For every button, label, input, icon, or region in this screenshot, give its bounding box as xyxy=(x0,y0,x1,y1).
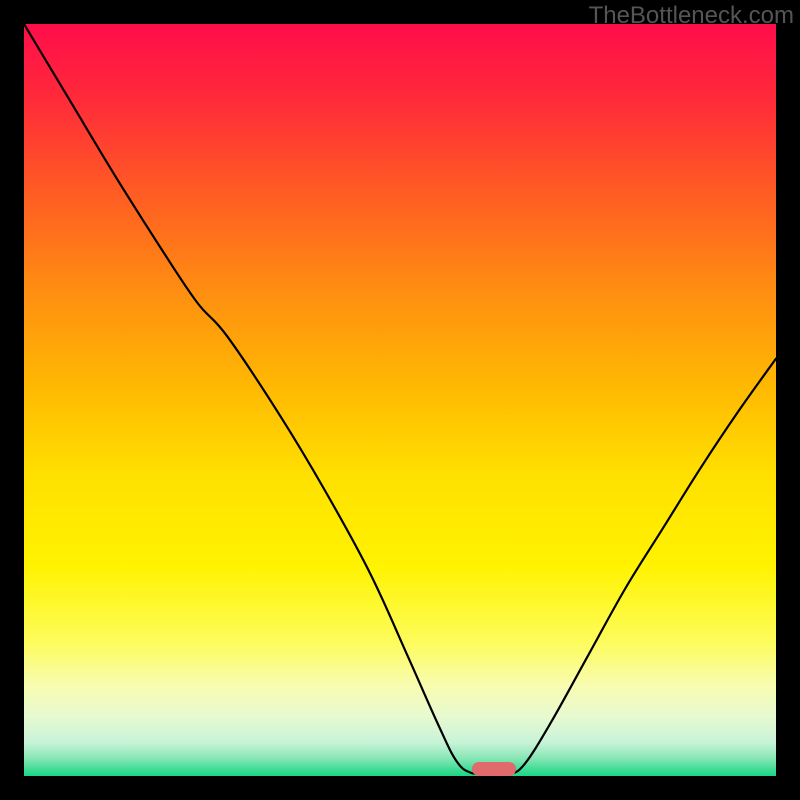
chart-root: TheBottleneck.com xyxy=(0,0,800,800)
watermark-text: TheBottleneck.com xyxy=(589,2,794,30)
plot-area xyxy=(24,24,776,776)
optimal-marker xyxy=(472,762,516,776)
bottleneck-curve xyxy=(24,24,776,776)
